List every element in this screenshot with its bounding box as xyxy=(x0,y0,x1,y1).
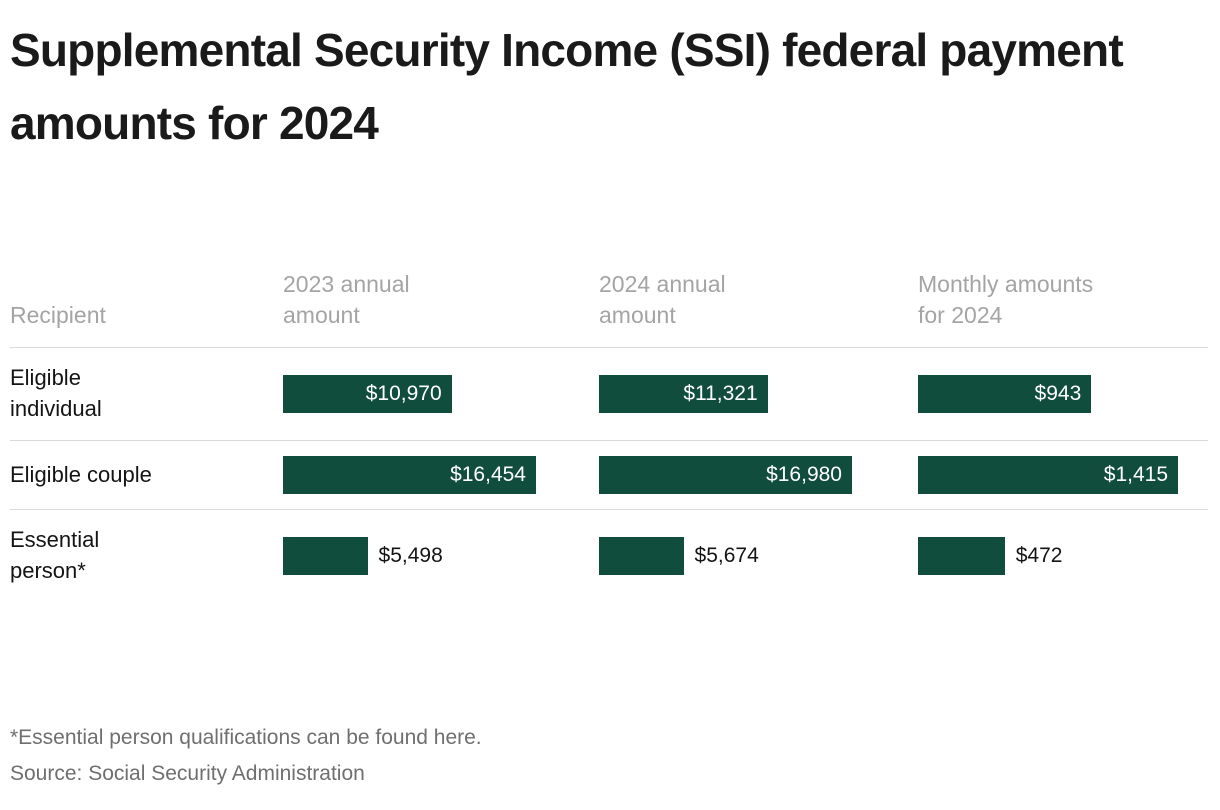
bar-value-label: $5,674 xyxy=(694,543,759,567)
bar-value-label: $16,980 xyxy=(766,463,842,487)
value-bar: $1,415 xyxy=(918,456,1178,495)
bar-cell: $5,674 xyxy=(599,536,918,575)
row-label: Essential person* xyxy=(10,527,100,583)
value-bar xyxy=(918,536,1005,575)
bar-cell: $16,454 xyxy=(283,456,599,495)
bar-value-label: $472 xyxy=(1015,543,1063,567)
bar-value-label: $11,321 xyxy=(683,382,758,406)
payment-table: Recipient 2023 annual amount 2024 annual a… xyxy=(10,269,1208,601)
bar-cell: $943 xyxy=(918,375,1208,414)
source-credit: Source: Social Security Administration xyxy=(10,761,365,785)
bar-cell: $472 xyxy=(918,536,1208,575)
value-bar: $11,321 xyxy=(599,375,768,414)
bar-cell: $10,970 xyxy=(283,375,599,414)
bar-value-label: $16,454 xyxy=(450,463,526,487)
value-bar: $16,454 xyxy=(283,456,536,495)
column-header: 2024 annual amount xyxy=(599,271,726,329)
table-row: Essential person* $5,498 $5,674 $472 xyxy=(10,509,1208,602)
column-header-recipient: Recipient xyxy=(10,302,106,329)
value-bar xyxy=(599,536,684,575)
table-row: Eligible individual $10,970 $11,321 $943 xyxy=(10,347,1208,440)
column-header: 2023 annual amount xyxy=(283,271,410,329)
bar-value-label: $10,970 xyxy=(365,382,442,406)
bar-value-label: $943 xyxy=(1034,382,1082,406)
row-label: Eligible couple xyxy=(10,461,152,487)
value-bar xyxy=(283,536,368,575)
chart-footer: *Essential person qualifications can be … xyxy=(10,720,1208,792)
bar-value-label: $5,498 xyxy=(378,543,443,567)
footnote: *Essential person qualifications can be … xyxy=(10,725,482,749)
bar-cell: $11,321 xyxy=(599,375,918,414)
value-bar: $943 xyxy=(918,375,1092,414)
header-row: Recipient 2023 annual amount 2024 annual a… xyxy=(10,269,1208,347)
column-header: Monthly amounts for 2024 xyxy=(918,271,1094,329)
chart-title: Supplemental Security Income (SSI) feder… xyxy=(10,24,1124,149)
bar-value-label: $1,415 xyxy=(1103,463,1168,487)
value-bar: $16,980 xyxy=(599,456,852,495)
bar-cell: $1,415 xyxy=(918,456,1208,495)
table-row: Eligible couple $16,454 $16,980 $1,415 xyxy=(10,440,1208,509)
value-bar: $10,970 xyxy=(283,375,452,414)
row-label: Eligible individual xyxy=(10,365,102,422)
bar-cell: $16,980 xyxy=(599,456,918,495)
bar-cell: $5,498 xyxy=(283,536,599,575)
